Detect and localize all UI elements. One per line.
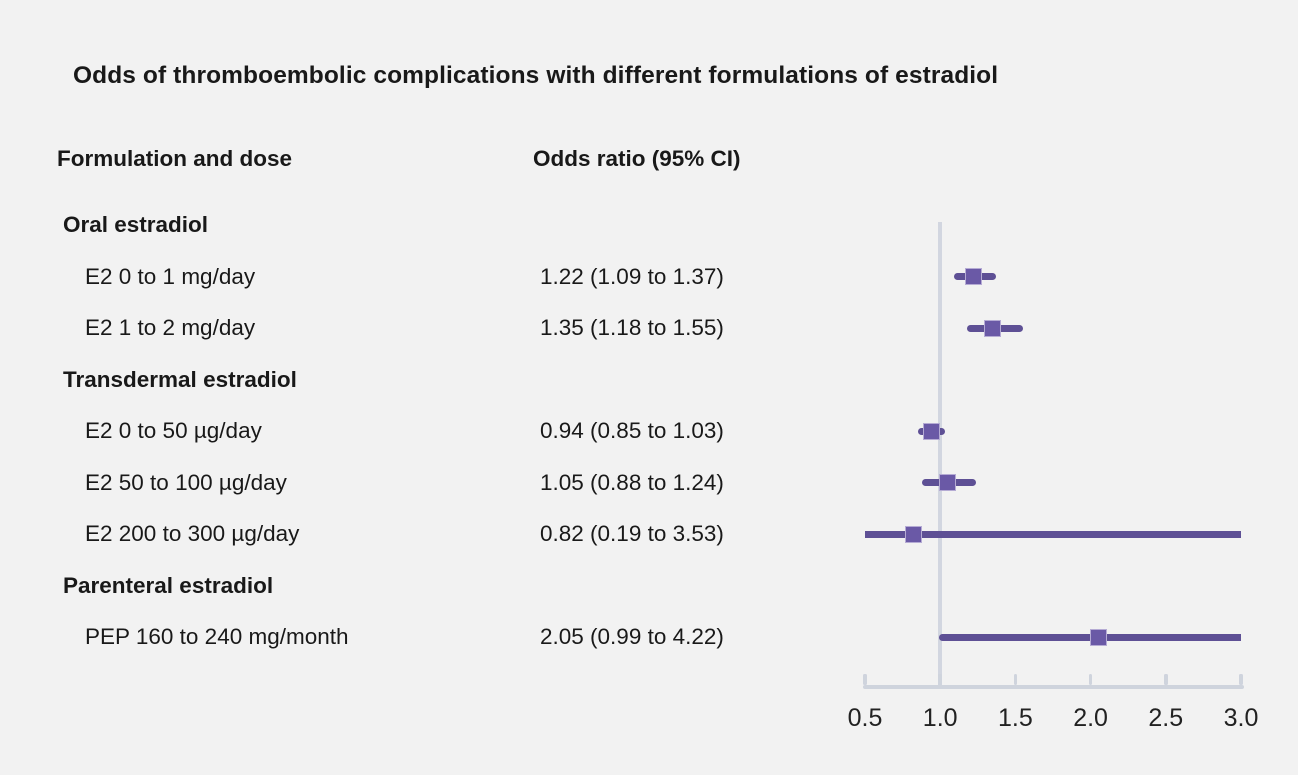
or-marker bbox=[922, 422, 940, 440]
row-label: E2 0 to 1 mg/day bbox=[85, 263, 256, 289]
reference-line bbox=[938, 222, 942, 689]
row-label: PEP 160 to 240 mg/month bbox=[85, 624, 349, 649]
row-value: 1.22 (1.09 to 1.37) bbox=[540, 263, 724, 289]
x-axis-tick bbox=[863, 674, 867, 685]
row-value: 0.94 (0.85 to 1.03) bbox=[540, 418, 724, 443]
row-label: E2 50 to 100 µg/day bbox=[85, 469, 287, 495]
x-axis-tick-label: 1.0 bbox=[922, 704, 958, 732]
group-row-label: Oral estradiol bbox=[63, 212, 209, 237]
chart-title: Odds of thromboembolic complications wit… bbox=[73, 62, 999, 89]
x-axis-tick-label: 2.0 bbox=[1073, 704, 1108, 732]
or-marker bbox=[904, 525, 922, 543]
column-header-odds-ratio: Odds ratio (95% CI) bbox=[533, 146, 741, 171]
x-axis-line bbox=[862, 685, 1244, 689]
row-value: 1.05 (0.88 to 1.24) bbox=[540, 469, 724, 495]
x-axis-tick bbox=[1164, 674, 1168, 685]
x-axis-tick-label: 1.5 bbox=[998, 704, 1033, 732]
row-label: E2 1 to 2 mg/day bbox=[85, 315, 256, 340]
x-axis-tick bbox=[1088, 674, 1093, 685]
group-row-label: Transdermal estradiol bbox=[63, 366, 297, 392]
row-label: E2 200 to 300 µg/day bbox=[85, 521, 300, 546]
column-header-formulation: Formulation and dose bbox=[57, 146, 293, 171]
x-axis-tick bbox=[1239, 674, 1243, 685]
row-value: 2.05 (0.99 to 4.22) bbox=[540, 624, 724, 649]
or-marker bbox=[1089, 628, 1107, 646]
or-marker bbox=[984, 319, 1002, 337]
x-axis-tick-label: 3.0 bbox=[1223, 704, 1259, 732]
group-row-label: Parenteral estradiol bbox=[63, 572, 274, 598]
or-marker bbox=[939, 474, 957, 491]
or-marker bbox=[964, 268, 982, 285]
x-axis-tick-label: 0.5 bbox=[847, 704, 883, 732]
row-label: E2 0 to 50 µg/day bbox=[85, 418, 262, 443]
ci-line bbox=[865, 530, 1241, 538]
x-axis-tick-label: 2.5 bbox=[1148, 704, 1184, 732]
row-value: 1.35 (1.18 to 1.55) bbox=[540, 315, 724, 340]
x-axis-tick bbox=[1013, 674, 1018, 685]
row-value: 0.82 (0.19 to 3.53) bbox=[540, 521, 724, 546]
x-axis-tick bbox=[938, 674, 942, 685]
